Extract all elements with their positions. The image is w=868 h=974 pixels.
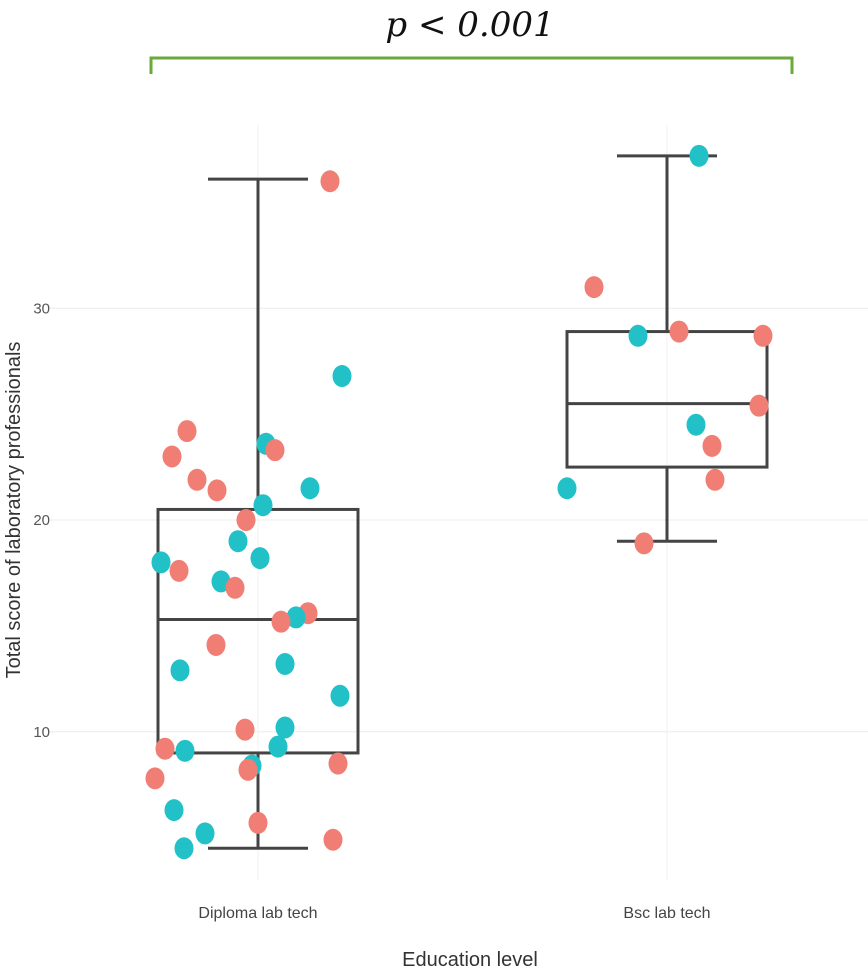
data-point xyxy=(265,439,285,462)
y-tick-labels: 10 20 30 xyxy=(33,300,50,740)
data-point xyxy=(175,739,195,762)
x-tick-labels: Diploma lab tech Bsc lab tech xyxy=(198,905,710,922)
boxes xyxy=(156,154,769,850)
data-point xyxy=(162,445,182,468)
box xyxy=(565,154,769,543)
data-point xyxy=(300,477,320,500)
data-point xyxy=(235,718,255,741)
data-point xyxy=(584,276,604,299)
significance-label: p < 0.001 xyxy=(385,5,554,45)
data-points xyxy=(145,144,773,860)
data-point xyxy=(225,576,245,599)
data-point xyxy=(238,758,258,781)
data-point xyxy=(286,606,306,629)
significance-bracket xyxy=(149,56,794,74)
data-point xyxy=(164,799,184,822)
gridlines xyxy=(50,125,868,880)
data-point xyxy=(332,365,352,388)
data-point xyxy=(557,477,577,500)
iqr-box xyxy=(565,330,769,469)
data-point xyxy=(634,532,654,555)
data-point xyxy=(323,828,343,851)
data-point xyxy=(170,659,190,682)
data-point xyxy=(169,559,189,582)
data-point xyxy=(174,837,194,860)
data-point xyxy=(236,509,256,532)
data-point xyxy=(689,144,709,167)
data-point xyxy=(330,684,350,707)
y-axis-title: Total score of laboratory professionals xyxy=(3,342,25,679)
x-axis-title: Education level xyxy=(402,949,538,971)
data-point xyxy=(206,633,226,656)
data-point xyxy=(669,320,689,343)
data-point xyxy=(749,394,769,417)
data-point xyxy=(187,468,207,491)
data-point xyxy=(753,324,773,347)
x-tick-label: Bsc lab tech xyxy=(623,905,710,922)
y-tick-label: 30 xyxy=(33,300,50,317)
data-point xyxy=(248,811,268,834)
data-point xyxy=(228,530,248,553)
x-tick-label: Diploma lab tech xyxy=(198,905,317,922)
data-point xyxy=(151,551,171,574)
data-point xyxy=(702,434,722,457)
data-point xyxy=(195,822,215,845)
y-tick-label: 20 xyxy=(33,512,50,529)
data-point xyxy=(155,737,175,760)
data-point xyxy=(328,752,348,775)
data-point xyxy=(253,494,273,517)
data-point xyxy=(320,170,340,193)
data-point xyxy=(207,479,227,502)
y-tick-label: 10 xyxy=(33,724,50,741)
data-point xyxy=(268,735,288,758)
data-point xyxy=(145,767,165,790)
data-point xyxy=(250,547,270,570)
data-point xyxy=(686,413,706,436)
data-point xyxy=(271,610,291,633)
data-point xyxy=(705,468,725,491)
data-point xyxy=(275,653,295,676)
data-point xyxy=(275,716,295,739)
data-point xyxy=(628,324,648,347)
data-point xyxy=(177,420,197,443)
